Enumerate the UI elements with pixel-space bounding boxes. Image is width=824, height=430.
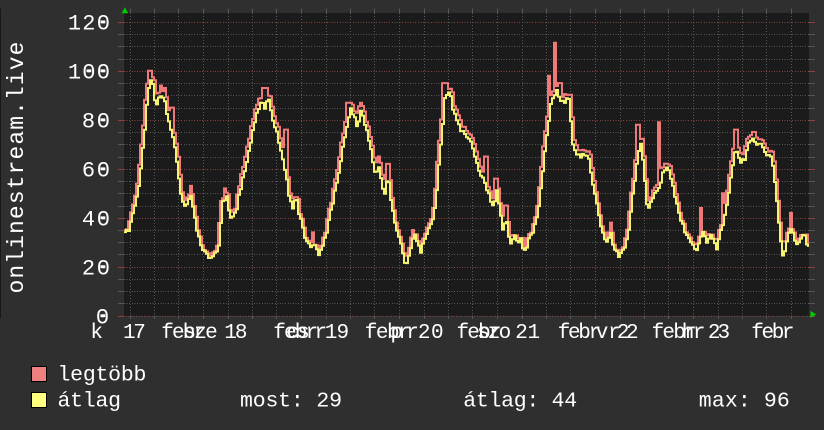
svg-text:febr: febr [558, 322, 602, 345]
svg-text:60: 60 [82, 159, 110, 184]
svg-text:febr: febr [365, 322, 411, 345]
svg-text:17: 17 [123, 322, 146, 345]
svg-text:r19: r19 [315, 322, 350, 345]
svg-text:átlag: átlag [58, 390, 122, 414]
svg-text:szo: szo [477, 322, 511, 345]
svg-text:120: 120 [68, 12, 110, 37]
svg-text:legtöbb: legtöbb [58, 364, 147, 388]
svg-text:febr: febr [652, 322, 697, 345]
svg-text:80: 80 [82, 110, 110, 135]
svg-text:23: 23 [708, 322, 730, 345]
svg-text:0: 0 [96, 306, 109, 331]
svg-text:h: h [682, 322, 695, 345]
svg-text:onlinestream.live: onlinestream.live [4, 42, 30, 294]
svg-text:p: p [390, 322, 403, 345]
svg-text:febr: febr [751, 322, 794, 345]
svg-text:febr: febr [457, 322, 502, 345]
svg-text:cs: cs [287, 322, 310, 345]
svg-text:febr: febr [161, 322, 206, 345]
svg-text:21: 21 [515, 322, 540, 345]
svg-text:v: v [596, 322, 609, 345]
svg-text:40: 40 [82, 208, 110, 233]
svg-text:18: 18 [224, 322, 247, 345]
svg-text:r20: r20 [406, 322, 443, 345]
svg-text:most: 29: most: 29 [240, 390, 342, 414]
svg-text:k: k [90, 322, 103, 345]
svg-text:sze: sze [184, 322, 218, 345]
svg-text:febr: febr [273, 322, 318, 345]
svg-text:átlag: 44: átlag: 44 [463, 390, 577, 414]
svg-text:r22: r22 [608, 322, 639, 345]
svg-text:100: 100 [68, 61, 110, 86]
svg-text:max: 96: max: 96 [699, 390, 790, 414]
svg-text:20: 20 [82, 257, 110, 282]
svg-text:r: r [693, 322, 706, 345]
